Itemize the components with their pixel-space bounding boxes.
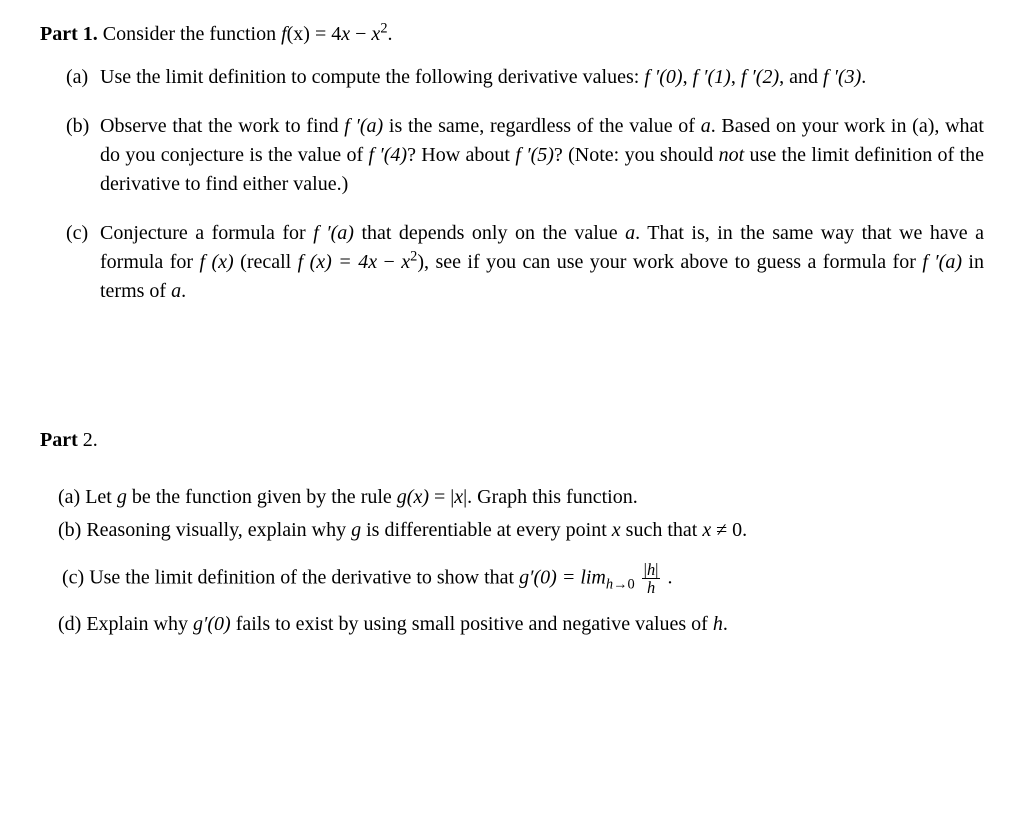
p2c-g0: g′(0) = lim bbox=[519, 566, 606, 588]
part1-text-pre: Consider the function bbox=[98, 23, 281, 45]
p2c-subh: h bbox=[606, 576, 613, 592]
part1-x2-exp: 2 bbox=[380, 20, 387, 36]
p1a-c3: , and bbox=[779, 66, 823, 88]
part1-item-b: (b) Observe that the work to find f ′(a)… bbox=[100, 112, 984, 199]
part1-minus: − bbox=[350, 23, 371, 45]
p1a-c4: . bbox=[861, 66, 866, 88]
part2-item-b: (b) Reasoning visually, explain why g is… bbox=[58, 516, 984, 545]
p1b-fa: f ′(a) bbox=[344, 115, 383, 137]
p2d-t3: . bbox=[723, 613, 728, 635]
p1c-t7: . bbox=[181, 280, 186, 302]
p2b-t3: such that bbox=[621, 519, 703, 541]
p2a-t1: Let bbox=[85, 486, 117, 508]
p2d-t2: fails to exist by using small positive a… bbox=[231, 613, 713, 635]
p2c-frac: |h|h bbox=[642, 561, 661, 596]
p2c-fd: h bbox=[642, 579, 661, 596]
p1a-t1: Use the limit definition to compute the … bbox=[100, 66, 644, 88]
p2a-t2: be the function given by the rule bbox=[127, 486, 397, 508]
p1c-t2: that depends only on the value bbox=[354, 222, 625, 244]
p1a-f0: f ′(0) bbox=[644, 66, 682, 88]
p1c-fx2m: − bbox=[377, 251, 401, 273]
p1c-t5: ), see if you can use your work above to… bbox=[417, 251, 922, 273]
p2d-label: (d) bbox=[58, 613, 86, 635]
p1c-t1: Conjecture a formula for bbox=[100, 222, 313, 244]
p1b-a1: a bbox=[701, 115, 711, 137]
p2c-label: (c) bbox=[62, 566, 89, 588]
p2a-t4: |. Graph this function. bbox=[463, 486, 638, 508]
p2c-t2: . bbox=[662, 566, 672, 588]
p2d-t1: Explain why bbox=[86, 613, 193, 635]
p2a-gx: g(x) bbox=[397, 486, 429, 508]
part2-item-a: (a) Let g be the function given by the r… bbox=[58, 483, 984, 512]
p2a-x: x bbox=[454, 486, 463, 508]
p2b-t1: Reasoning visually, explain why bbox=[86, 519, 351, 541]
p1a-f2: f ′(2) bbox=[741, 66, 779, 88]
part1-header: Part 1. Consider the function f(x) = 4x … bbox=[40, 20, 984, 49]
p2b-t4: ≠ 0. bbox=[711, 519, 747, 541]
part1-x: x bbox=[341, 23, 350, 45]
item-label-b: (b) bbox=[66, 112, 100, 141]
p2d-h: h bbox=[713, 613, 723, 635]
p2d-g0: g′(0) bbox=[193, 613, 231, 635]
p2b-x1: x bbox=[612, 519, 621, 541]
p1c-fa2: f ′(a) bbox=[922, 251, 962, 273]
part1-x2-base: x bbox=[371, 23, 380, 45]
part2-header: Part 2. bbox=[40, 426, 984, 455]
item-text-c: Conjecture a formula for f ′(a) that dep… bbox=[100, 219, 984, 306]
p1a-c1: , bbox=[683, 66, 693, 88]
p2a-t3: = | bbox=[429, 486, 454, 508]
p1c-fx1: f (x) bbox=[200, 251, 234, 273]
part1-items: (a) Use the limit definition to compute … bbox=[100, 63, 984, 306]
p1c-fx2f: f (x) = 4 bbox=[298, 251, 369, 273]
part1-period: . bbox=[388, 23, 393, 45]
item-text-b: Observe that the work to find f ′(a) is … bbox=[100, 112, 984, 199]
p1c-fx2b: x bbox=[401, 251, 410, 273]
p2c-fnh: h bbox=[647, 560, 655, 579]
p2c-t1: Use the limit definition of the derivati… bbox=[89, 566, 519, 588]
p2a-label: (a) bbox=[58, 486, 85, 508]
part2-label: Part bbox=[40, 429, 78, 451]
part2-item-c: (c) Use the limit definition of the deri… bbox=[62, 561, 984, 596]
p1b-t4: ? How about bbox=[407, 144, 515, 166]
p1c-t4: (recall bbox=[234, 251, 298, 273]
p1c-fa1: f ′(a) bbox=[313, 222, 354, 244]
part2-item-d: (d) Explain why g′(0) fails to exist by … bbox=[58, 610, 984, 639]
p2a-g: g bbox=[117, 486, 127, 508]
p1a-c2: , bbox=[731, 66, 741, 88]
item-label-a: (a) bbox=[66, 63, 100, 92]
p1c-a2: a bbox=[171, 280, 181, 302]
p2c-sub: h→0 bbox=[606, 576, 635, 592]
p1b-t2: is the same, regardless of the value of bbox=[383, 115, 700, 137]
p1b-not: not bbox=[719, 144, 745, 166]
p2b-t2: is differentiable at every point bbox=[361, 519, 612, 541]
p1c-fx2x: x bbox=[368, 251, 377, 273]
p1b-f4: f ′(4) bbox=[368, 144, 407, 166]
p1b-t5: ? (Note: you should bbox=[554, 144, 719, 166]
p1c-a1: a bbox=[625, 222, 635, 244]
p1a-f3: f ′(3) bbox=[823, 66, 861, 88]
part1-paren-x: (x) = 4 bbox=[287, 23, 342, 45]
part2-rest: 2. bbox=[78, 429, 98, 451]
p2c-fn2: | bbox=[655, 560, 658, 579]
part1-item-a: (a) Use the limit definition to compute … bbox=[100, 63, 984, 92]
part1-label: Part 1. bbox=[40, 23, 98, 45]
item-label-c: (c) bbox=[66, 219, 100, 248]
p1a-f1: f ′(1) bbox=[693, 66, 731, 88]
p2b-g: g bbox=[351, 519, 361, 541]
p1b-f5: f ′(5) bbox=[515, 144, 554, 166]
part1-item-c: (c) Conjecture a formula for f ′(a) that… bbox=[100, 219, 984, 306]
p2b-x2: x bbox=[702, 519, 711, 541]
item-text-a: Use the limit definition to compute the … bbox=[100, 63, 984, 92]
p1b-t1: Observe that the work to find bbox=[100, 115, 344, 137]
p2c-subarr: →0 bbox=[613, 576, 635, 592]
p2b-label: (b) bbox=[58, 519, 86, 541]
p2c-frac-num: |h| bbox=[642, 561, 661, 579]
